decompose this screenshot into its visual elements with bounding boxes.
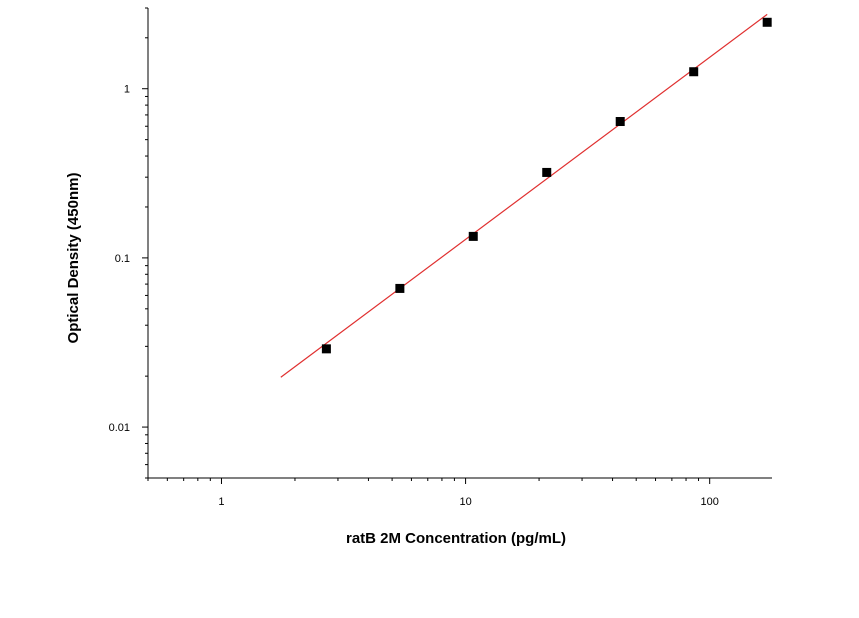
data-point [762, 17, 772, 27]
x-axis-title: ratB 2M Concentration (pg/mL) [346, 530, 566, 547]
data-point [689, 67, 699, 77]
axes: 1 10 100 0.01 0.1 1 [109, 7, 772, 508]
data-point [395, 283, 405, 293]
y-axis-title: Optical Density (450nm) [65, 173, 82, 344]
y-tick-label: 0.01 [109, 422, 130, 434]
fit-line [280, 13, 768, 378]
data-point [615, 117, 625, 127]
data-points [321, 17, 772, 354]
fit-line-group [280, 13, 768, 378]
y-tick-label: 1 [124, 84, 130, 96]
x-tick-label: 100 [701, 496, 719, 508]
data-point [468, 231, 478, 241]
x-tick-label: 10 [459, 496, 471, 508]
y-tick-label: 0.1 [115, 253, 130, 265]
data-point [542, 167, 552, 177]
data-point [321, 344, 331, 354]
x-tick-label: 1 [218, 496, 224, 508]
